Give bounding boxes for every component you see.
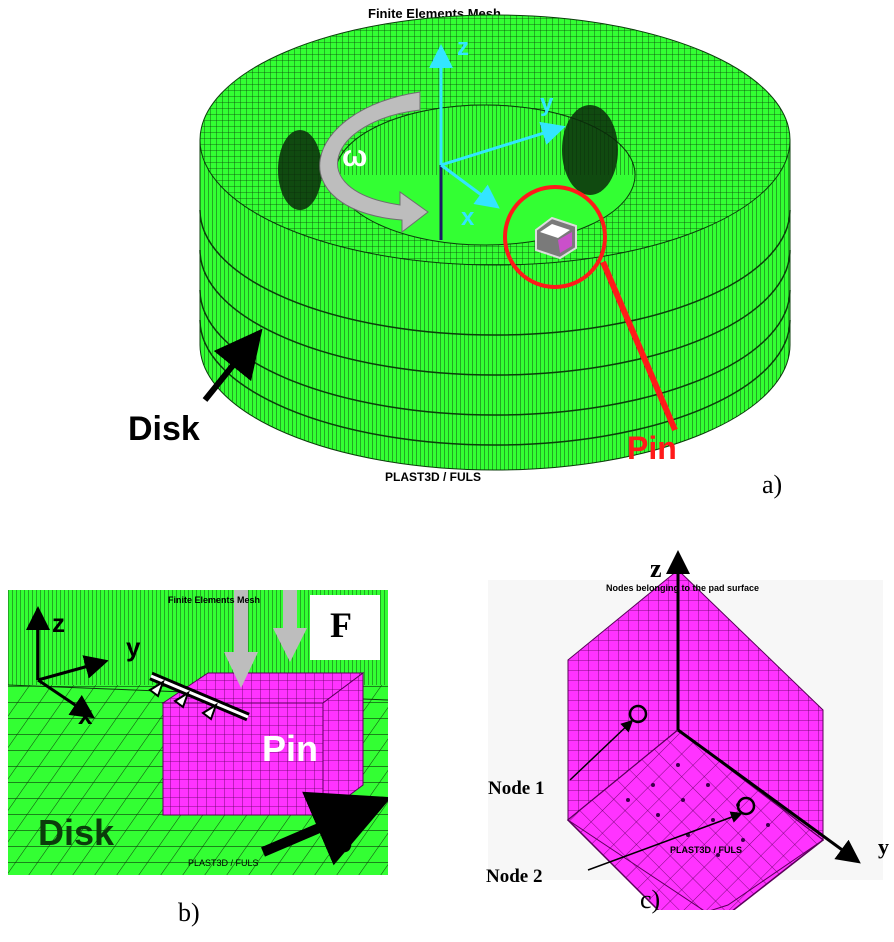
axis-x-label-b: x [78, 700, 93, 730]
pin-side-face [322, 672, 364, 816]
constraint-support-icon [148, 671, 250, 722]
pin-callout-circle [503, 185, 607, 289]
omega-label-b: ω [324, 822, 353, 860]
software-label-c: PLAST3D / FULS [670, 845, 743, 855]
software-label-b: PLAST3D / FULS [188, 858, 259, 868]
omega-label: ω [342, 140, 368, 173]
pin-label-b: Pin [262, 728, 319, 769]
force-label: F [330, 605, 352, 645]
axis-z-label-c: z [650, 554, 662, 583]
node-1-pointer [569, 719, 634, 781]
axes-icon [26, 606, 109, 719]
pin-label: Pin [627, 430, 677, 466]
axis-z-label: z [457, 34, 469, 61]
axis-y-label-c: y [878, 834, 889, 859]
panel-c-title: Nodes belonging to the pad surface [606, 583, 760, 593]
disk-label-b: Disk [38, 812, 115, 853]
node-1-marker [628, 704, 648, 724]
pin-cube-icon [535, 216, 577, 260]
axis-z-label-b: z [52, 608, 65, 638]
force-label-box [310, 595, 380, 660]
panel-b: Finite Elements Mesh z y x F Pin Disk ω … [8, 590, 388, 875]
node-2-pointer [587, 811, 743, 871]
axis-x-label: x [461, 204, 475, 231]
pin-on-disk-figure [8, 590, 388, 875]
node-1-label: Node 1 [488, 778, 545, 799]
axis-y-label-b: y [126, 632, 141, 662]
panel-letter-a: a) [762, 470, 783, 499]
omega-rotation-arrow [319, 91, 429, 234]
panel-b-title: Finite Elements Mesh [168, 595, 261, 605]
disk-label: Disk [128, 410, 200, 448]
disk-mesh-figure [199, 14, 791, 471]
panel-c: Nodes belonging to the pad surface z y N… [478, 550, 894, 910]
omega-direction-arrow [261, 791, 388, 866]
pad-surface-figure [488, 550, 883, 910]
pin-callout-line [600, 260, 678, 432]
panel-letter-c: c) [640, 885, 661, 914]
force-arrows [224, 590, 307, 688]
node-2-label: Node 2 [486, 866, 543, 887]
disk-pointer-arrow [202, 328, 263, 402]
panel-letter-b: b) [178, 898, 200, 927]
axis-y-label: y [540, 90, 554, 117]
node-2-marker [736, 796, 756, 816]
panel-a: Finite Elements Mesh [128, 6, 791, 499]
software-label: PLAST3D / FULS [385, 470, 482, 484]
